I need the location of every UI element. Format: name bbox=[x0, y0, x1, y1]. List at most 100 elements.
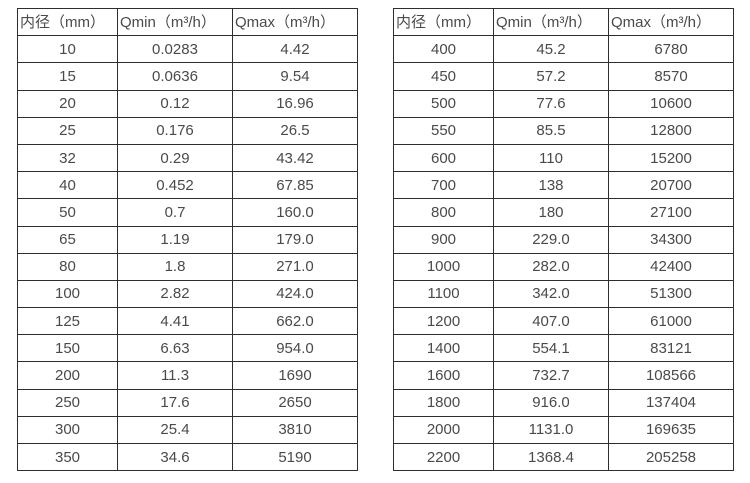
cell-qmax: 26.5 bbox=[232, 116, 358, 145]
cell-qmax: 2650 bbox=[232, 388, 358, 417]
cell-qmin: 407.0 bbox=[493, 307, 609, 336]
cell-diameter: 32 bbox=[17, 143, 118, 173]
cell-qmin: 0.29 bbox=[117, 143, 233, 173]
cell-diameter: 100 bbox=[17, 279, 118, 309]
cell-qmax: 61000 bbox=[608, 307, 734, 336]
cell-qmin: 138 bbox=[493, 171, 609, 200]
cell-diameter: 550 bbox=[393, 116, 494, 145]
cell-diameter: 1200 bbox=[393, 307, 494, 336]
table-row: 32 0.29 43.42 bbox=[17, 143, 358, 173]
cell-qmax: 83121 bbox=[608, 334, 734, 363]
cell-qmin: 1131.0 bbox=[493, 415, 609, 445]
cell-diameter: 2000 bbox=[393, 415, 494, 445]
table-row: 250 17.6 2650 bbox=[17, 388, 358, 417]
cell-qmin: 45.2 bbox=[493, 35, 609, 64]
cell-diameter: 300 bbox=[17, 415, 118, 445]
table-row: 900 229.0 34300 bbox=[393, 225, 734, 254]
cell-diameter: 20 bbox=[17, 89, 118, 118]
table-row: 40 0.452 67.85 bbox=[17, 171, 358, 200]
table-row: 1600 732.7 108566 bbox=[393, 361, 734, 390]
table-row: 550 85.5 12800 bbox=[393, 116, 734, 145]
table-row: 300 25.4 3810 bbox=[17, 415, 358, 445]
cell-diameter: 125 bbox=[17, 307, 118, 336]
cell-qmin: 282.0 bbox=[493, 252, 609, 281]
cell-diameter: 350 bbox=[17, 442, 118, 472]
cell-qmax: 34300 bbox=[608, 225, 734, 254]
header-row: 内径（mm） Qmin（m³/h） Qmax（m³/h） bbox=[17, 7, 358, 37]
cell-qmax: 662.0 bbox=[232, 307, 358, 336]
table-row: 1400 554.1 83121 bbox=[393, 334, 734, 363]
cell-diameter: 450 bbox=[393, 62, 494, 91]
cell-diameter: 900 bbox=[393, 225, 494, 254]
cell-diameter: 1800 bbox=[393, 388, 494, 417]
cell-qmin: 0.0636 bbox=[117, 62, 233, 91]
cell-diameter: 800 bbox=[393, 198, 494, 227]
cell-qmax: 108566 bbox=[608, 361, 734, 390]
cell-qmax: 20700 bbox=[608, 171, 734, 200]
column-header-qmax: Qmax（m³/h） bbox=[608, 7, 734, 37]
cell-qmax: 205258 bbox=[608, 442, 734, 472]
column-header-diameter: 内径（mm） bbox=[393, 7, 494, 37]
table-row: 80 1.8 271.0 bbox=[17, 252, 358, 281]
cell-qmin: 554.1 bbox=[493, 334, 609, 363]
table-row: 700 138 20700 bbox=[393, 171, 734, 200]
column-header-qmax: Qmax（m³/h） bbox=[232, 7, 358, 37]
cell-qmin: 0.0283 bbox=[117, 35, 233, 64]
cell-diameter: 400 bbox=[393, 35, 494, 64]
cell-diameter: 1100 bbox=[393, 279, 494, 309]
cell-qmin: 0.452 bbox=[117, 171, 233, 200]
table-row: 400 45.2 6780 bbox=[393, 35, 734, 64]
cell-qmax: 954.0 bbox=[232, 334, 358, 363]
cell-qmin: 34.6 bbox=[117, 442, 233, 472]
table-row: 1100 342.0 51300 bbox=[393, 279, 734, 309]
cell-diameter: 15 bbox=[17, 62, 118, 91]
table-row: 100 2.82 424.0 bbox=[17, 279, 358, 309]
cell-qmin: 77.6 bbox=[493, 89, 609, 118]
table-row: 125 4.41 662.0 bbox=[17, 307, 358, 336]
cell-qmax: 8570 bbox=[608, 62, 734, 91]
cell-qmin: 1.8 bbox=[117, 252, 233, 281]
cell-qmax: 137404 bbox=[608, 388, 734, 417]
cell-qmax: 67.85 bbox=[232, 171, 358, 200]
cell-qmin: 916.0 bbox=[493, 388, 609, 417]
table-row: 450 57.2 8570 bbox=[393, 62, 734, 91]
flow-table-large-diameters: 内径（mm） Qmin（m³/h） Qmax（m³/h） 400 45.2 6780 450… bbox=[393, 7, 734, 472]
table-row: 2000 1131.0 169635 bbox=[393, 415, 734, 445]
column-header-diameter: 内径（mm） bbox=[17, 7, 118, 37]
cell-qmin: 6.63 bbox=[117, 334, 233, 363]
cell-qmax: 27100 bbox=[608, 198, 734, 227]
cell-diameter: 50 bbox=[17, 198, 118, 227]
table-row: 1800 916.0 137404 bbox=[393, 388, 734, 417]
cell-qmax: 5190 bbox=[232, 442, 358, 472]
table-row: 200 11.3 1690 bbox=[17, 361, 358, 390]
cell-qmin: 11.3 bbox=[117, 361, 233, 390]
cell-qmax: 179.0 bbox=[232, 225, 358, 254]
cell-qmax: 15200 bbox=[608, 143, 734, 173]
table-row: 20 0.12 16.96 bbox=[17, 89, 358, 118]
cell-qmin: 1.19 bbox=[117, 225, 233, 254]
cell-diameter: 10 bbox=[17, 35, 118, 64]
cell-qmin: 342.0 bbox=[493, 279, 609, 309]
cell-qmin: 732.7 bbox=[493, 361, 609, 390]
table-row: 2200 1368.4 205258 bbox=[393, 442, 734, 472]
table-row: 50 0.7 160.0 bbox=[17, 198, 358, 227]
cell-diameter: 1400 bbox=[393, 334, 494, 363]
cell-qmax: 16.96 bbox=[232, 89, 358, 118]
cell-qmax: 271.0 bbox=[232, 252, 358, 281]
cell-diameter: 250 bbox=[17, 388, 118, 417]
cell-qmax: 4.42 bbox=[232, 35, 358, 64]
cell-qmax: 12800 bbox=[608, 116, 734, 145]
table-row: 350 34.6 5190 bbox=[17, 442, 358, 472]
table-row: 10 0.0283 4.42 bbox=[17, 35, 358, 64]
cell-qmax: 6780 bbox=[608, 35, 734, 64]
cell-qmax: 10600 bbox=[608, 89, 734, 118]
cell-qmin: 85.5 bbox=[493, 116, 609, 145]
cell-diameter: 65 bbox=[17, 225, 118, 254]
cell-qmin: 2.82 bbox=[117, 279, 233, 309]
table-row: 25 0.176 26.5 bbox=[17, 116, 358, 145]
table-row: 1200 407.0 61000 bbox=[393, 307, 734, 336]
header-row: 内径（mm） Qmin（m³/h） Qmax（m³/h） bbox=[393, 7, 734, 37]
cell-qmin: 0.7 bbox=[117, 198, 233, 227]
table-row: 150 6.63 954.0 bbox=[17, 334, 358, 363]
cell-diameter: 700 bbox=[393, 171, 494, 200]
